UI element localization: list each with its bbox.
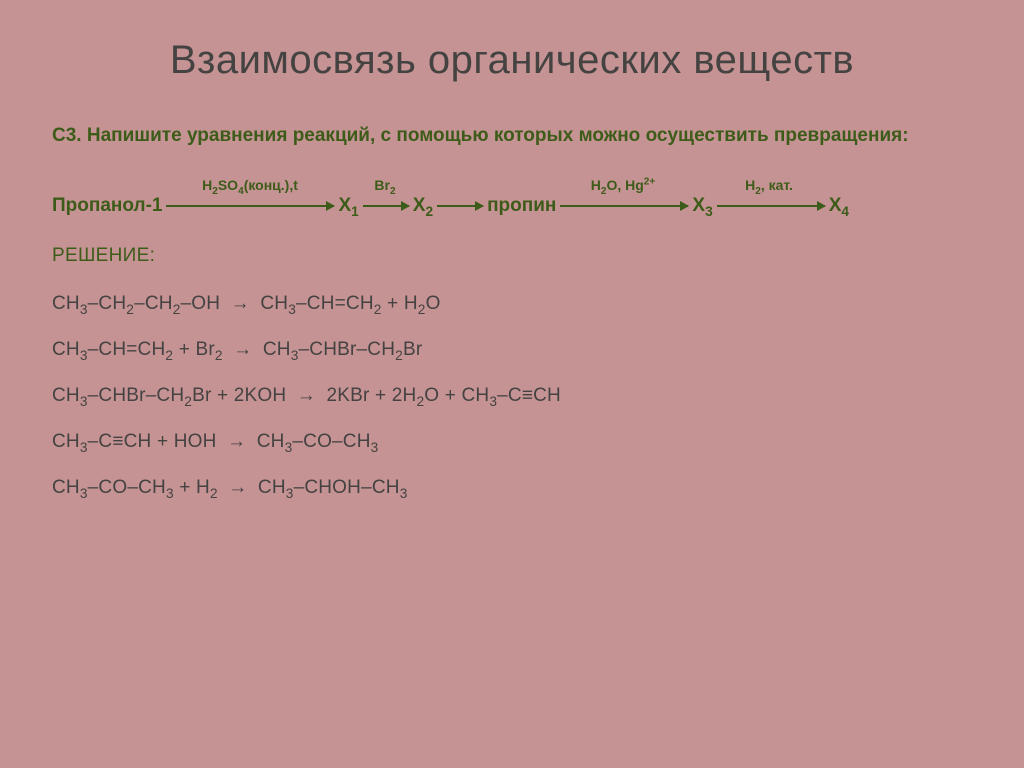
scheme-arrow — [717, 205, 825, 207]
scheme-arrow-label: H2O, Hg2+ — [555, 177, 691, 193]
equation-line: CH3–C≡CH + HOH → CH3–CO–CH3 — [52, 431, 972, 453]
slide-title: Взаимосвязь органических веществ — [52, 38, 972, 83]
equation-line: CH3–CH=CH2 + Br2 → CH3–CHBr–CH2Br — [52, 339, 972, 361]
scheme-node: X2 — [413, 195, 433, 217]
slide: Взаимосвязь органических веществ С3. Нап… — [0, 0, 1024, 768]
scheme-node: X4 — [829, 195, 849, 217]
scheme-arrow — [560, 205, 688, 207]
scheme-arrow — [363, 205, 409, 207]
solution-equations: CH3–CH2–CH2–OH → CH3–CH=CH2 + H2O CH3–CH=… — [52, 293, 972, 499]
scheme-main-line: Пропанол-1 X1 X2 пропин X3 X4 — [52, 195, 972, 217]
scheme-node: X3 — [692, 195, 712, 217]
scheme-arrow-label: H2, кат. — [711, 177, 827, 193]
scheme-node: пропин — [487, 195, 556, 217]
equation-line: CH3–CHBr–CH2Br + 2KOH → 2KBr + 2H2O + CH… — [52, 385, 972, 407]
scheme-arrow-label: Br2 — [358, 177, 412, 193]
scheme-arrow-label: H2SO4(конц.),t — [162, 177, 338, 193]
scheme-arrow-labels: H2SO4(конц.),t Br2 H2O, Hg2+ H2, кат. — [52, 173, 972, 193]
scheme-node: X1 — [338, 195, 358, 217]
reaction-scheme: H2SO4(конц.),t Br2 H2O, Hg2+ H2, кат. Пропа… — [52, 173, 972, 217]
task-prompt: С3. Напишите уравнения реакций, с помощь… — [52, 123, 972, 149]
scheme-arrow — [437, 205, 483, 207]
scheme-arrow — [166, 205, 334, 207]
equation-line: CH3–CH2–CH2–OH → CH3–CH=CH2 + H2O — [52, 293, 972, 315]
scheme-node: Пропанол-1 — [52, 195, 162, 217]
solution-heading: РЕШЕНИЕ: — [52, 245, 972, 267]
equation-line: CH3–CO–CH3 + H2 → CH3–CHOH–CH3 — [52, 477, 972, 499]
